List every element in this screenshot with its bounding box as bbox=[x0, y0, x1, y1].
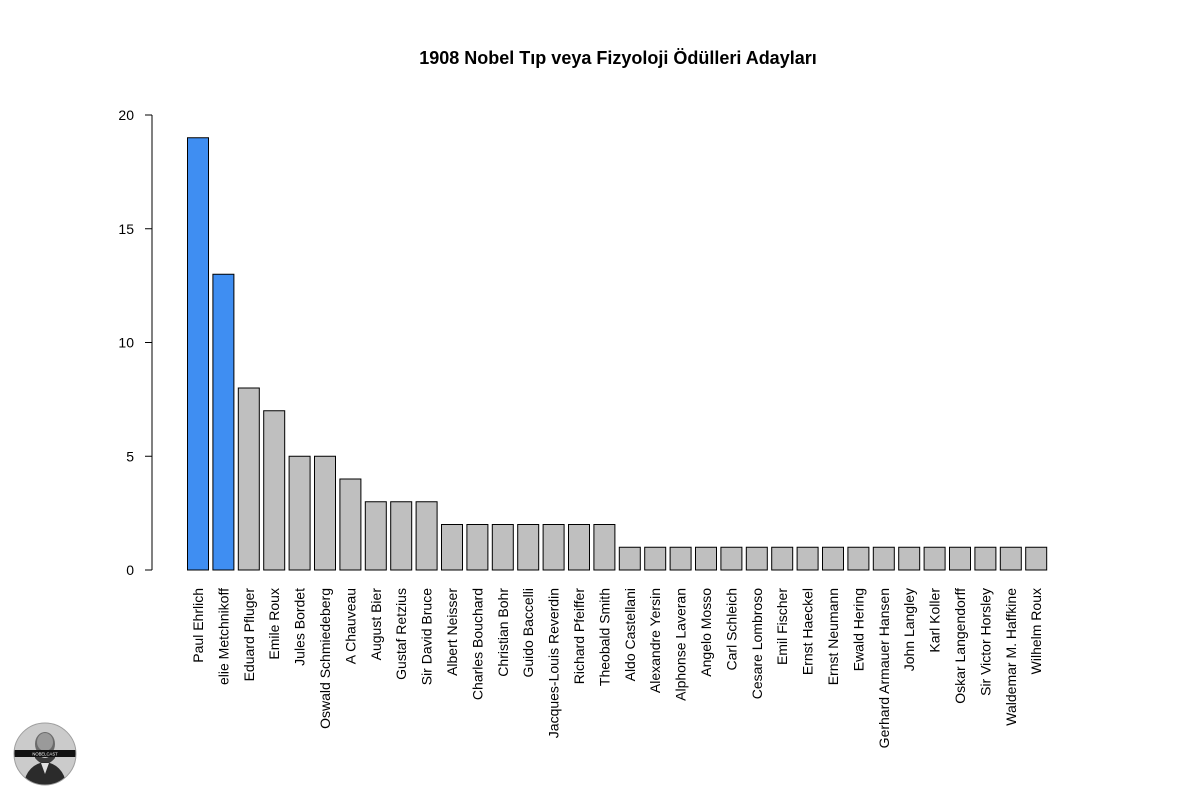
bar bbox=[949, 546, 971, 571]
bar-label: Charles Bouchard bbox=[469, 588, 485, 700]
bars bbox=[187, 137, 1048, 571]
bar-label: August Bier bbox=[368, 588, 384, 661]
bar bbox=[314, 455, 336, 571]
bar-label: Emile Roux bbox=[266, 588, 282, 660]
bar bbox=[923, 546, 946, 571]
bar-label: Wilhelm Roux bbox=[1028, 588, 1044, 674]
bar-label: Aldo Castellani bbox=[622, 588, 638, 681]
bar bbox=[237, 387, 260, 571]
bar-label: Sir Victor Horsley bbox=[977, 588, 993, 696]
bar-label: John Langley bbox=[901, 588, 917, 671]
bar bbox=[644, 546, 667, 571]
y-tick-label: 5 bbox=[126, 448, 134, 464]
bar-label: Oskar Langendorff bbox=[952, 588, 968, 704]
y-axis: 0 5 10 15 20 bbox=[118, 107, 153, 578]
bar bbox=[466, 524, 489, 571]
bar bbox=[212, 273, 235, 571]
bar bbox=[441, 524, 463, 571]
bar bbox=[745, 546, 768, 571]
bar-label: Karl Koller bbox=[927, 588, 943, 653]
bar bbox=[339, 478, 362, 571]
bar-label: Jacques-Louis Reverdin bbox=[546, 588, 562, 738]
bar bbox=[974, 546, 997, 571]
chart-title: 1908 Nobel Tıp veya Fizyoloji Ödülleri A… bbox=[419, 48, 816, 68]
bar-label: Albert Neisser bbox=[444, 588, 460, 676]
nobelcast-logo: NOBELCAST bbox=[13, 722, 77, 786]
bar bbox=[796, 546, 819, 571]
bar-label: Ewald Hering bbox=[850, 588, 866, 671]
bar bbox=[568, 524, 590, 571]
bar bbox=[390, 501, 413, 571]
portrait-logo-icon: NOBELCAST bbox=[13, 722, 77, 786]
bar-label: Emil Fischer bbox=[774, 588, 790, 665]
y-tick-label: 20 bbox=[118, 107, 134, 123]
bar bbox=[695, 546, 717, 571]
bar bbox=[288, 455, 311, 571]
y-tick-label: 15 bbox=[118, 221, 134, 237]
bar bbox=[898, 546, 921, 571]
bar bbox=[415, 501, 438, 571]
bar bbox=[491, 524, 514, 571]
bar-label: Gustaf Retzius bbox=[393, 588, 409, 680]
bar bbox=[669, 546, 692, 571]
bar bbox=[872, 546, 895, 571]
bar-label: Carl Schleich bbox=[723, 588, 739, 670]
bar-label: Theobald Smith bbox=[596, 588, 612, 686]
bar bbox=[822, 546, 844, 571]
bar-label: Richard Pfeiffer bbox=[571, 588, 587, 685]
bar bbox=[593, 524, 616, 571]
bar-label: Waldemar M. Haffkine bbox=[1003, 588, 1019, 726]
bar bbox=[618, 546, 641, 571]
logo-text: NOBELCAST bbox=[32, 752, 58, 757]
bar-label: Eduard Pfluger bbox=[241, 588, 257, 682]
bar-label: Christian Bohr bbox=[495, 588, 511, 677]
bar-label: Sir David Bruce bbox=[419, 588, 435, 685]
bar-label: Jules Bordet bbox=[292, 588, 308, 666]
bar bbox=[720, 546, 743, 571]
bar-label: Oswald Schmiedeberg bbox=[317, 588, 333, 729]
bar bbox=[542, 524, 565, 571]
bar bbox=[517, 524, 540, 571]
bar-label: Paul Ehrlich bbox=[190, 588, 206, 663]
y-tick-label: 10 bbox=[118, 335, 134, 351]
y-tick-label: 0 bbox=[126, 562, 134, 578]
bar-label: Gerhard Armauer Hansen bbox=[876, 588, 892, 748]
bar bbox=[364, 501, 387, 571]
bar bbox=[999, 546, 1022, 571]
bar-label: Cesare Lombroso bbox=[749, 588, 765, 699]
bar-label: Guido Baccelli bbox=[520, 588, 536, 678]
bar-label: Alphonse Laveran bbox=[673, 588, 689, 701]
bar-label: Alexandre Yersin bbox=[647, 588, 663, 693]
bar bbox=[263, 410, 286, 571]
bar-label: Ernst Haeckel bbox=[800, 588, 816, 675]
bar-label: A Chauveau bbox=[342, 588, 358, 664]
bar-labels: Paul Ehrlich elie Metchnikoff Eduard Pflug… bbox=[190, 588, 1044, 749]
bar bbox=[771, 546, 794, 571]
bar bbox=[847, 546, 870, 571]
bar-label: elie Metchnikoff bbox=[215, 588, 231, 685]
bar bbox=[1025, 546, 1048, 571]
bar bbox=[187, 137, 209, 571]
bar-label: Ernst Neumann bbox=[825, 588, 841, 685]
bar-label: Angelo Mosso bbox=[698, 588, 714, 677]
